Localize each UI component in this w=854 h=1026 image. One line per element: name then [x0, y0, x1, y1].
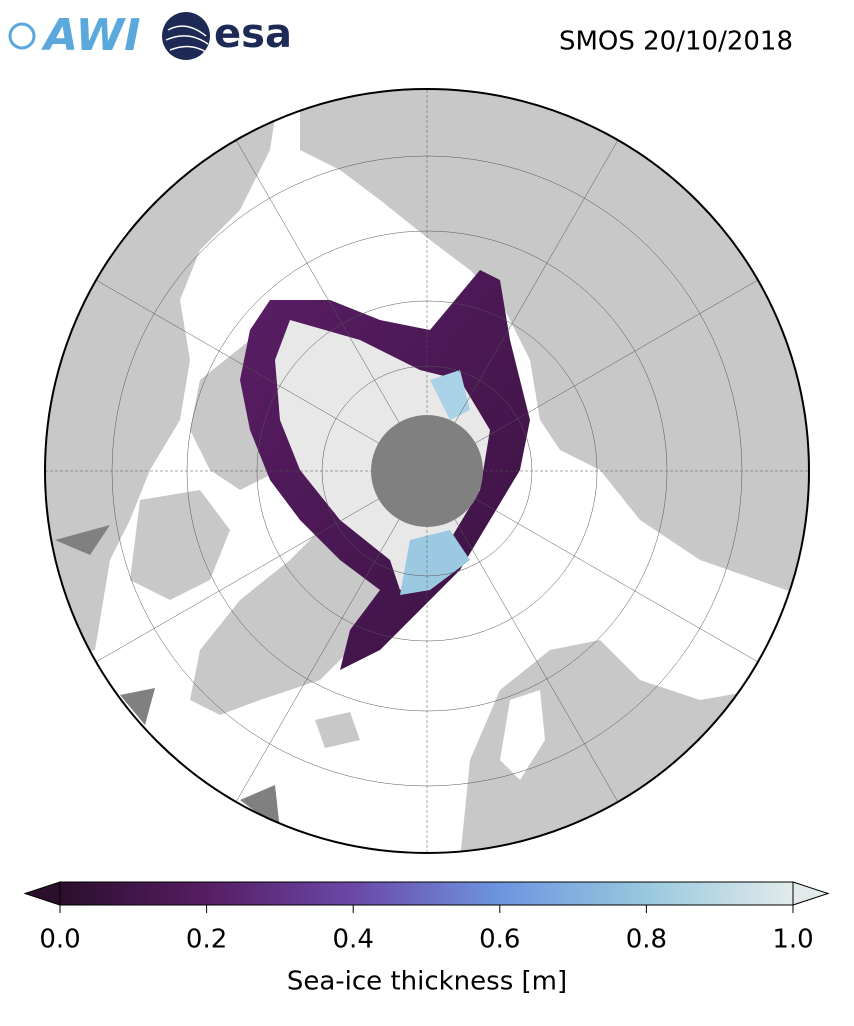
- colorbar-tick-label: 0.2: [186, 925, 227, 955]
- map-border: [44, 88, 810, 854]
- colorbar: Sea-ice thickness [m] 0.0 0.2 0.4 0.6 0.8 1.0: [23, 881, 830, 997]
- colorbar-gradient: [59, 881, 794, 906]
- pole-hole: [371, 415, 483, 527]
- colorbar-tick-label: 0.0: [39, 925, 80, 955]
- colorbar-tick-label: 0.8: [626, 925, 667, 955]
- esa-logo: esa: [162, 11, 292, 60]
- colorbar-tick-label: 1.0: [772, 925, 813, 955]
- awi-logo-text: AWI: [41, 10, 141, 61]
- awi-logo: AWI: [8, 10, 141, 61]
- esa-logo-text: esa: [214, 11, 292, 57]
- title: SMOS 20/10/2018: [559, 27, 793, 57]
- colorbar-tick-label: 0.4: [333, 925, 374, 955]
- map: [45, 89, 809, 853]
- colorbar-tick-label: 0.6: [479, 925, 520, 955]
- colorbar-label: Sea-ice thickness [m]: [287, 967, 567, 997]
